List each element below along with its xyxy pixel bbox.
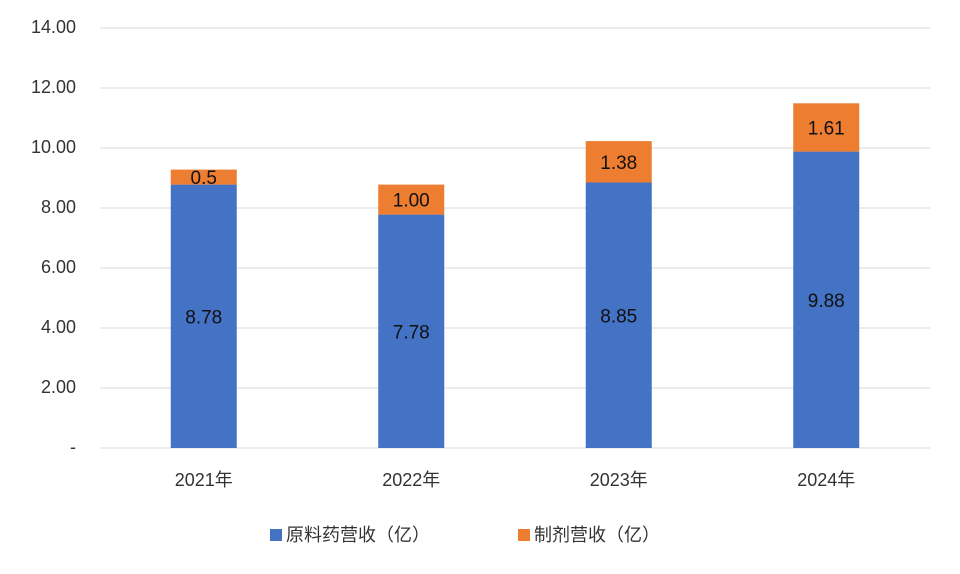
bar-segment	[378, 184, 445, 215]
bar-segment	[585, 182, 652, 448]
data-label: 1.38	[600, 153, 637, 174]
y-tick-label: 8.00	[41, 197, 76, 217]
data-label: 8.85	[600, 306, 637, 327]
y-tick-label: 10.00	[31, 137, 76, 157]
bar-segment	[378, 214, 445, 448]
bar-segment	[170, 169, 237, 185]
x-tick-label: 2021年	[175, 470, 233, 490]
bar-segment	[793, 151, 860, 448]
data-label: 0.5	[191, 168, 217, 189]
data-label: 7.78	[393, 322, 430, 343]
data-label: 8.78	[185, 307, 222, 328]
x-tick-label: 2023年	[590, 470, 648, 490]
y-tick-label: 6.00	[41, 257, 76, 277]
y-tick-label: 4.00	[41, 317, 76, 337]
y-tick-label: 2.00	[41, 377, 76, 397]
x-tick-label: 2022年	[382, 470, 440, 490]
bar-segment	[793, 103, 860, 152]
bar-segment	[170, 184, 237, 448]
legend-swatch	[518, 529, 530, 541]
legend-swatch	[270, 529, 282, 541]
bar-segment	[585, 141, 652, 183]
y-tick-label: -	[70, 437, 76, 457]
y-tick-label: 14.00	[31, 17, 76, 37]
legend-label: 原料药营收（亿）	[286, 525, 430, 545]
y-tick-label: 12.00	[31, 77, 76, 97]
x-tick-label: 2024年	[797, 470, 855, 490]
data-label: 1.61	[808, 118, 845, 139]
legend-label: 制剂营收（亿）	[534, 525, 660, 545]
data-label: 9.88	[808, 291, 845, 312]
data-label: 1.00	[393, 191, 430, 212]
